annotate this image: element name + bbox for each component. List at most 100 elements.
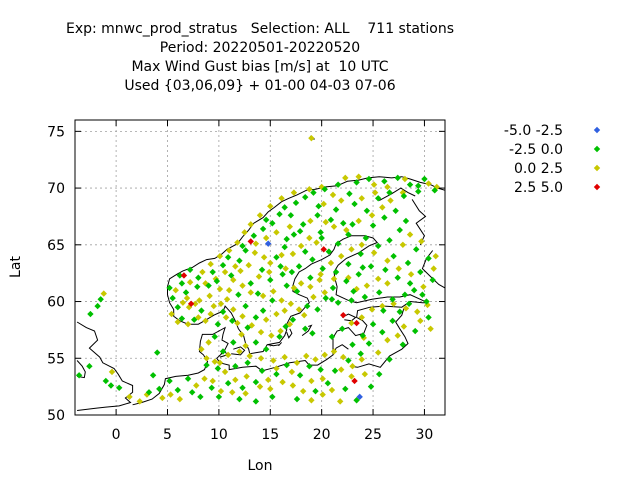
station-point xyxy=(379,302,386,310)
station-point xyxy=(418,238,425,245)
station-point xyxy=(365,175,373,183)
station-point xyxy=(310,189,317,196)
station-point xyxy=(394,332,401,339)
station-point xyxy=(381,178,388,185)
station-point xyxy=(278,297,285,304)
station-point xyxy=(402,217,410,225)
station-point xyxy=(353,397,360,404)
station-point xyxy=(252,378,260,386)
coastline-segment xyxy=(301,324,313,337)
station-point xyxy=(406,181,414,188)
station-point xyxy=(359,332,366,339)
station-point xyxy=(297,280,305,287)
station-point xyxy=(321,289,328,296)
station-point xyxy=(257,328,265,336)
legend-label: 0.0 2.5 xyxy=(514,161,563,177)
station-point xyxy=(269,297,276,304)
station-point xyxy=(202,317,209,325)
station-point xyxy=(282,265,289,272)
station-point xyxy=(242,390,249,397)
station-point xyxy=(346,190,353,197)
station-point xyxy=(206,292,213,300)
station-point xyxy=(273,254,280,261)
station-point xyxy=(337,197,345,204)
station-point xyxy=(277,327,284,335)
station-point xyxy=(325,248,333,255)
station-point xyxy=(355,217,362,225)
station-point xyxy=(381,214,388,221)
station-point xyxy=(342,385,349,393)
station-point xyxy=(205,282,212,289)
station-point xyxy=(282,323,289,330)
coastline-segment xyxy=(132,176,445,406)
station-point xyxy=(216,285,224,293)
station-point xyxy=(384,183,391,191)
station-point xyxy=(390,300,397,308)
station-point xyxy=(361,370,369,378)
station-point xyxy=(174,386,181,394)
station-point xyxy=(188,389,196,396)
station-point xyxy=(394,274,401,281)
coastline-segment xyxy=(411,199,427,246)
station-point xyxy=(329,284,337,292)
station-point xyxy=(87,310,94,318)
station-point xyxy=(343,277,350,285)
station-point xyxy=(365,340,373,347)
station-point xyxy=(267,259,274,267)
station-point xyxy=(350,288,357,295)
legend-marker xyxy=(593,183,601,191)
station-point xyxy=(236,348,243,355)
station-point xyxy=(228,272,235,279)
station-point xyxy=(370,181,378,188)
coastline-segment xyxy=(378,187,416,202)
station-point xyxy=(232,376,239,384)
station-point xyxy=(193,382,200,389)
station-point xyxy=(136,398,143,405)
station-point xyxy=(187,300,195,308)
station-point xyxy=(215,393,223,401)
station-point xyxy=(368,306,376,313)
station-point xyxy=(229,317,236,325)
station-point xyxy=(235,291,242,298)
station-point xyxy=(299,387,307,395)
station-point xyxy=(283,282,290,289)
station-point xyxy=(330,223,338,230)
station-point xyxy=(389,296,396,303)
station-point xyxy=(356,393,363,401)
station-point xyxy=(243,373,250,380)
station-point xyxy=(321,351,328,359)
station-point xyxy=(210,302,217,310)
station-point xyxy=(348,297,355,304)
station-point xyxy=(327,216,335,224)
station-point xyxy=(246,352,253,360)
station-point xyxy=(222,314,230,321)
station-point xyxy=(288,368,296,376)
station-point xyxy=(108,368,116,376)
station-point xyxy=(283,235,290,243)
station-point xyxy=(234,319,241,327)
station-point xyxy=(304,302,311,310)
station-point xyxy=(186,279,194,286)
station-point xyxy=(232,263,239,270)
station-point xyxy=(286,223,294,230)
legend-marker xyxy=(593,145,601,153)
station-point xyxy=(317,366,324,373)
legend-label: -5.0 -2.5 xyxy=(504,123,563,139)
station-point xyxy=(242,342,249,349)
station-point xyxy=(295,306,303,313)
coastline-segment xyxy=(76,321,134,411)
station-point xyxy=(328,296,336,303)
station-point xyxy=(430,265,437,272)
station-point xyxy=(241,229,248,236)
station-point xyxy=(290,284,298,292)
station-point xyxy=(302,325,309,332)
station-point xyxy=(417,268,424,276)
station-point xyxy=(239,242,246,250)
station-point xyxy=(221,368,229,376)
station-point xyxy=(411,327,419,335)
title-line-2: Period: 20220501-20220520 xyxy=(159,40,361,56)
station-point xyxy=(252,240,260,247)
station-point xyxy=(339,325,346,332)
station-point xyxy=(268,332,275,339)
station-point xyxy=(213,277,221,285)
